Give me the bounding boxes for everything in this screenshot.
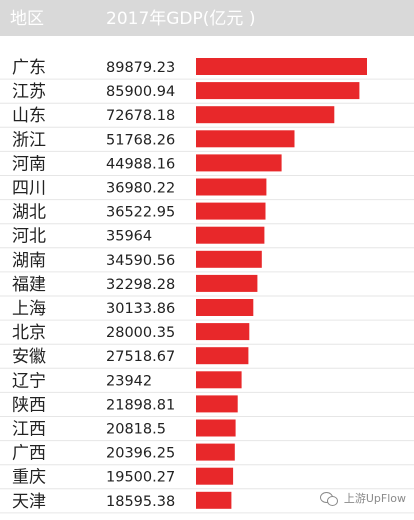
bar [196,106,335,124]
chart-rows: 广东 89879.23 江苏 85900.94 山东 72678.18 浙江 51768.26… [0,58,414,514]
bar [196,419,236,437]
bar [196,226,265,244]
value-label: 32298.28 [106,277,175,293]
bar [196,491,232,509]
region-label: 重庆 [12,468,46,488]
region-label: 湖南 [12,251,46,271]
wechat-icon [319,491,338,506]
bar [196,178,267,196]
value-label: 36980.22 [106,181,175,197]
region-label: 广东 [12,58,46,78]
value-label: 72678.18 [106,108,175,124]
region-label: 江苏 [12,82,46,102]
bar [196,154,282,172]
value-label: 21898.81 [106,397,175,413]
value-label: 18595.38 [106,494,175,510]
value-label: 34590.56 [106,253,175,269]
value-label: 35964 [106,229,152,245]
bar [196,202,266,220]
bar [196,467,234,485]
region-label: 北京 [12,323,46,343]
value-label: 27518.67 [106,349,175,365]
value-label: 23942 [106,373,152,389]
watermark-text: 上游UpFlow [343,492,406,505]
value-label: 28000.35 [106,325,175,341]
value-label: 89879.23 [106,60,175,76]
bar [196,299,254,316]
value-label: 85900.94 [106,84,175,100]
region-label: 广西 [12,444,46,464]
value-label: 36522.95 [106,205,175,221]
value-label: 51768.26 [106,132,175,148]
value-label: 19500.27 [106,470,175,486]
region-label: 山东 [12,106,46,126]
region-label: 河南 [12,154,46,174]
bar [196,443,235,461]
bar [196,82,360,100]
region-label: 安徽 [12,347,46,367]
region-label: 江西 [12,420,46,440]
bar [196,130,295,148]
bar [196,395,238,413]
bar [196,58,367,75]
bar [196,371,242,389]
region-label: 河北 [12,227,46,247]
bar [196,347,249,365]
region-label: 福建 [12,275,46,295]
header-band [0,0,414,36]
value-label: 20396.25 [106,446,175,462]
bar [196,274,258,292]
bar [196,250,262,268]
region-label: 湖北 [12,203,46,223]
region-label: 天津 [12,492,46,512]
header-region-label: 地区 [10,9,44,29]
region-label: 四川 [12,179,46,199]
value-label: 44988.16 [106,156,175,172]
value-label: 20818.5 [106,422,166,438]
region-label: 陕西 [12,395,46,415]
region-label: 上海 [12,299,46,319]
bar [196,323,250,341]
header-value-label: 2017年GDP(亿元 ) [106,9,255,29]
region-label: 浙江 [12,130,46,150]
value-label: 30133.86 [106,301,175,317]
watermark: 上游UpFlow [319,490,406,506]
region-label: 辽宁 [12,371,46,391]
